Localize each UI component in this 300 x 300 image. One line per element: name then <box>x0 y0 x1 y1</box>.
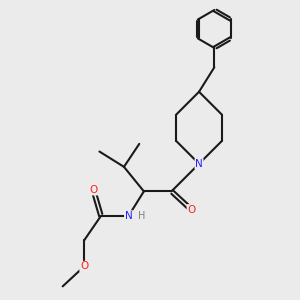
Text: H: H <box>138 212 145 221</box>
Text: N: N <box>195 159 203 169</box>
Text: N: N <box>125 211 132 221</box>
Text: O: O <box>89 185 98 195</box>
Text: O: O <box>80 261 88 272</box>
Text: O: O <box>187 205 196 215</box>
